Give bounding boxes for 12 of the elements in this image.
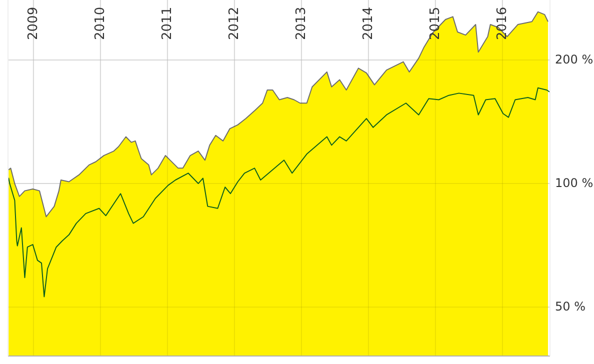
x-tick-label: 2013	[294, 6, 309, 40]
x-tick-label: 2012	[226, 6, 242, 40]
x-tick-label: 2011	[160, 6, 175, 40]
x-tick-label: 2009	[26, 6, 41, 40]
y-tick-label: 50 %	[555, 299, 586, 314]
x-tick-label: 2010	[92, 6, 108, 40]
x-tick-label: 2014	[360, 6, 376, 40]
line-series	[8, 87, 550, 298]
y-tick-label: 200 %	[555, 52, 594, 66]
y-tick-label: 100 %	[555, 176, 594, 190]
x-tick-label: 2015	[428, 6, 443, 40]
x-tick-label: 2016	[494, 6, 510, 40]
